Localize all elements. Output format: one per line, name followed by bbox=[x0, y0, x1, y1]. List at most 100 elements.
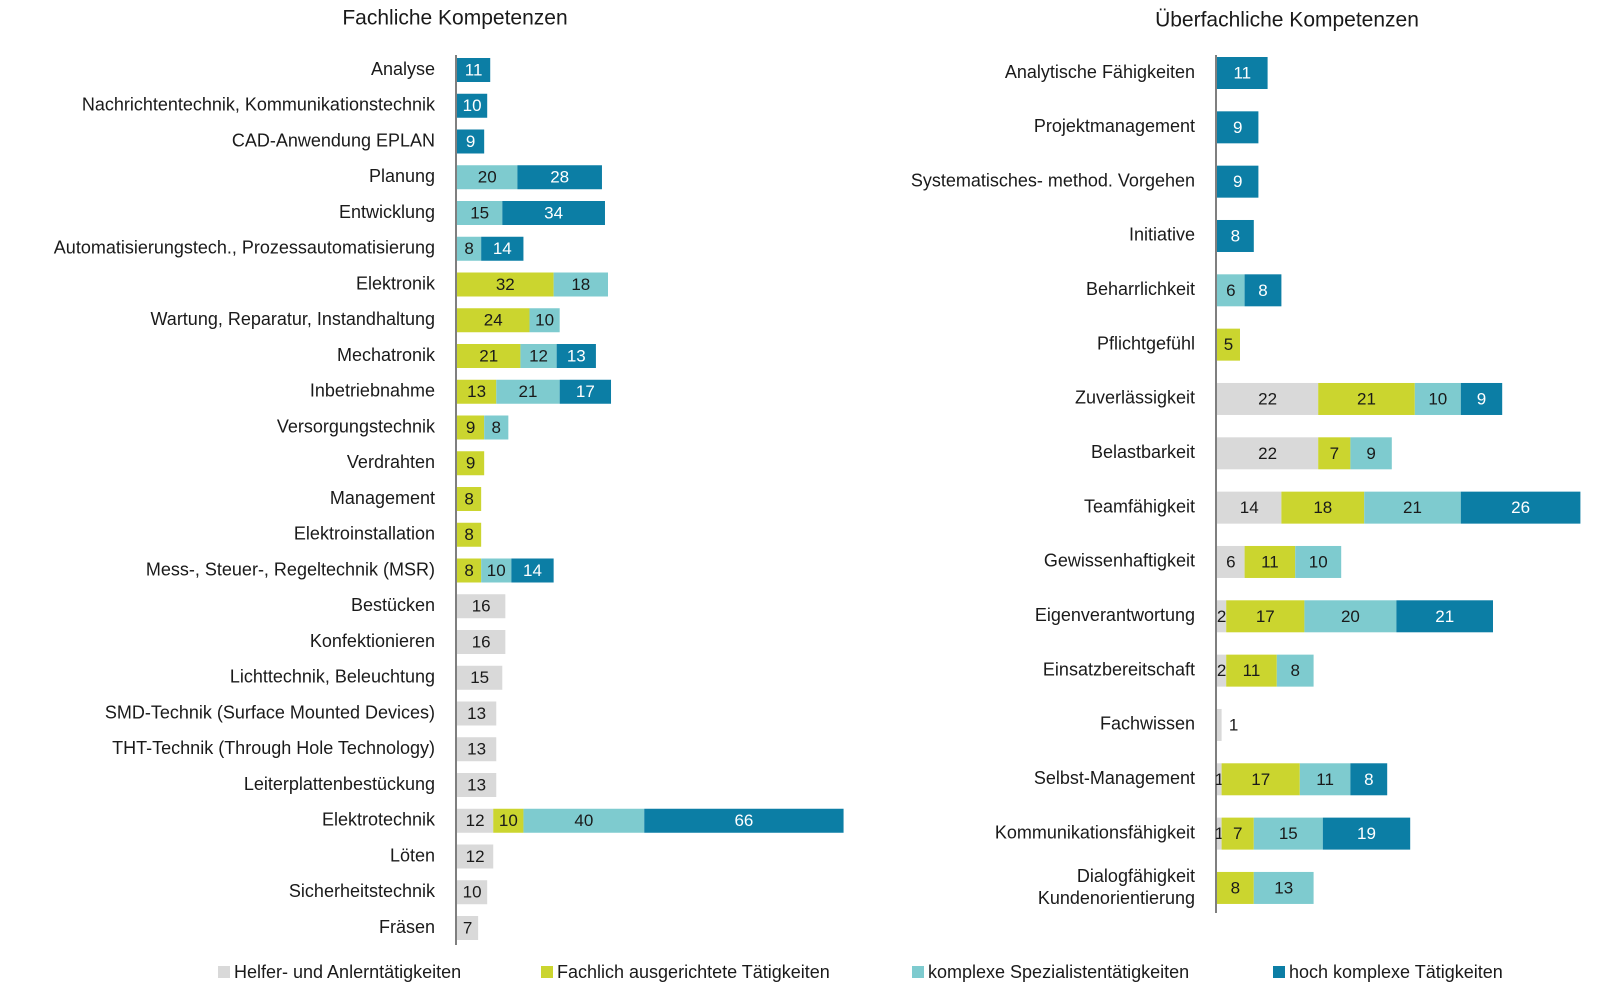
data-label: 17 bbox=[576, 382, 595, 401]
bar-segment bbox=[457, 487, 482, 511]
bar-segment bbox=[1217, 817, 1222, 850]
data-label: 14 bbox=[523, 561, 542, 580]
bar-segment bbox=[1217, 600, 1227, 633]
category-label: Automatisierungstech., Prozessautomatisi… bbox=[54, 238, 435, 258]
data-label: 8 bbox=[1364, 770, 1373, 789]
data-label: 10 bbox=[463, 96, 482, 115]
bar-segment bbox=[1244, 274, 1282, 307]
bar-segment bbox=[1217, 708, 1222, 741]
chart-title: Fachliche Kompetenzen bbox=[342, 7, 567, 30]
data-label: 10 bbox=[1428, 389, 1447, 408]
category-label: SMD-Technik (Surface Mounted Devices) bbox=[105, 702, 435, 722]
data-label: 32 bbox=[496, 275, 515, 294]
bar-segment bbox=[457, 379, 497, 404]
bar-segment bbox=[1217, 219, 1254, 252]
data-label: 13 bbox=[467, 382, 486, 401]
bar-segment bbox=[1304, 600, 1397, 633]
data-label: 40 bbox=[574, 811, 593, 830]
legend-swatch bbox=[218, 966, 230, 978]
bar-segment bbox=[1460, 491, 1581, 524]
category-label: Analyse bbox=[371, 59, 435, 79]
category-label: Fachwissen bbox=[1100, 714, 1195, 734]
data-label: 24 bbox=[484, 311, 503, 330]
bar-segment bbox=[484, 415, 509, 440]
bar-segment bbox=[457, 737, 497, 762]
category-label: CAD-Anwendung EPLAN bbox=[232, 130, 435, 150]
legend-label: Fachlich ausgerichtete Tätigkeiten bbox=[557, 962, 830, 982]
bar-segment bbox=[1221, 817, 1254, 850]
data-label: 10 bbox=[535, 311, 554, 330]
bar-segment bbox=[457, 916, 479, 940]
data-label: 13 bbox=[1274, 878, 1293, 897]
data-label: 17 bbox=[1251, 770, 1270, 789]
category-label: Teamfähigkeit bbox=[1084, 496, 1195, 516]
bar-segment bbox=[556, 344, 596, 368]
bar-segment bbox=[457, 165, 518, 190]
data-label: 28 bbox=[550, 168, 569, 187]
category-label: THT-Technik (Through Hole Technology) bbox=[112, 738, 435, 758]
bar-segment bbox=[1221, 763, 1300, 796]
data-label: 15 bbox=[470, 203, 489, 222]
category-label: Sicherheitstechnik bbox=[289, 881, 436, 901]
bar-segment bbox=[1217, 328, 1240, 361]
data-label: 21 bbox=[1357, 389, 1376, 408]
bar-segment bbox=[457, 844, 494, 869]
bar-segment bbox=[1276, 654, 1314, 687]
bar-segment bbox=[1460, 382, 1503, 415]
data-label: 1 bbox=[1215, 770, 1224, 789]
category-label: Elektrotechnik bbox=[322, 810, 436, 830]
legend-label: komplexe Spezialistentätigkeiten bbox=[928, 962, 1189, 982]
data-label: 9 bbox=[466, 418, 475, 437]
bar-segment bbox=[1217, 111, 1259, 144]
legend-swatch bbox=[541, 966, 553, 978]
bar-segment bbox=[457, 93, 488, 118]
data-label: 9 bbox=[466, 454, 475, 473]
data-label: 8 bbox=[1290, 661, 1299, 680]
data-label: 13 bbox=[467, 775, 486, 794]
data-label: 11 bbox=[1243, 661, 1261, 680]
category-label: Initiative bbox=[1129, 225, 1195, 245]
data-label: 9 bbox=[1233, 172, 1242, 191]
bar-segment bbox=[1322, 817, 1411, 850]
data-label: 13 bbox=[467, 740, 486, 759]
bar-segment bbox=[559, 379, 612, 404]
bar-segment bbox=[517, 165, 602, 190]
category-label: Wartung, Reparatur, Instandhaltung bbox=[150, 309, 435, 329]
category-label: Belastbarkeit bbox=[1091, 442, 1195, 462]
data-label: 1 bbox=[1229, 715, 1238, 734]
bar-segment bbox=[457, 272, 554, 297]
bar-segment bbox=[1396, 600, 1493, 633]
category-label: Fräsen bbox=[379, 917, 435, 937]
data-label: 22 bbox=[1258, 389, 1277, 408]
bar-segment bbox=[1217, 437, 1319, 470]
data-label: 2 bbox=[1217, 661, 1226, 680]
data-label: 9 bbox=[1477, 389, 1486, 408]
data-label: 10 bbox=[487, 561, 506, 580]
bar-segment bbox=[1299, 763, 1351, 796]
category-label: Kommunikationsfähigkeit bbox=[995, 822, 1195, 842]
category-label: Versorgungstechnik bbox=[277, 416, 436, 436]
data-label: 13 bbox=[567, 346, 586, 365]
legend-swatch bbox=[1273, 966, 1285, 978]
bar-segment bbox=[1217, 57, 1268, 89]
bar-segment bbox=[1253, 817, 1323, 850]
data-label: 19 bbox=[1357, 824, 1376, 843]
data-label: 1 bbox=[1215, 824, 1224, 843]
category-label: Projektmanagement bbox=[1034, 116, 1195, 136]
category-label: Planung bbox=[369, 166, 435, 186]
data-label: 18 bbox=[571, 275, 590, 294]
category-label: Mess-, Steuer-, Regeltechnik (MSR) bbox=[146, 559, 435, 579]
bar-segment bbox=[1217, 763, 1222, 796]
bar-segment bbox=[457, 808, 494, 833]
data-label: 11 bbox=[465, 60, 483, 79]
bar-segment bbox=[1364, 491, 1461, 524]
data-label: 10 bbox=[1309, 552, 1328, 571]
bar-segment bbox=[457, 665, 503, 690]
data-label: 8 bbox=[492, 418, 501, 437]
category-label: Entwicklung bbox=[339, 202, 435, 222]
data-label: 9 bbox=[466, 132, 475, 151]
bar-segment bbox=[1244, 545, 1296, 578]
legend-swatch bbox=[912, 966, 924, 978]
bar-segment bbox=[1217, 491, 1282, 524]
